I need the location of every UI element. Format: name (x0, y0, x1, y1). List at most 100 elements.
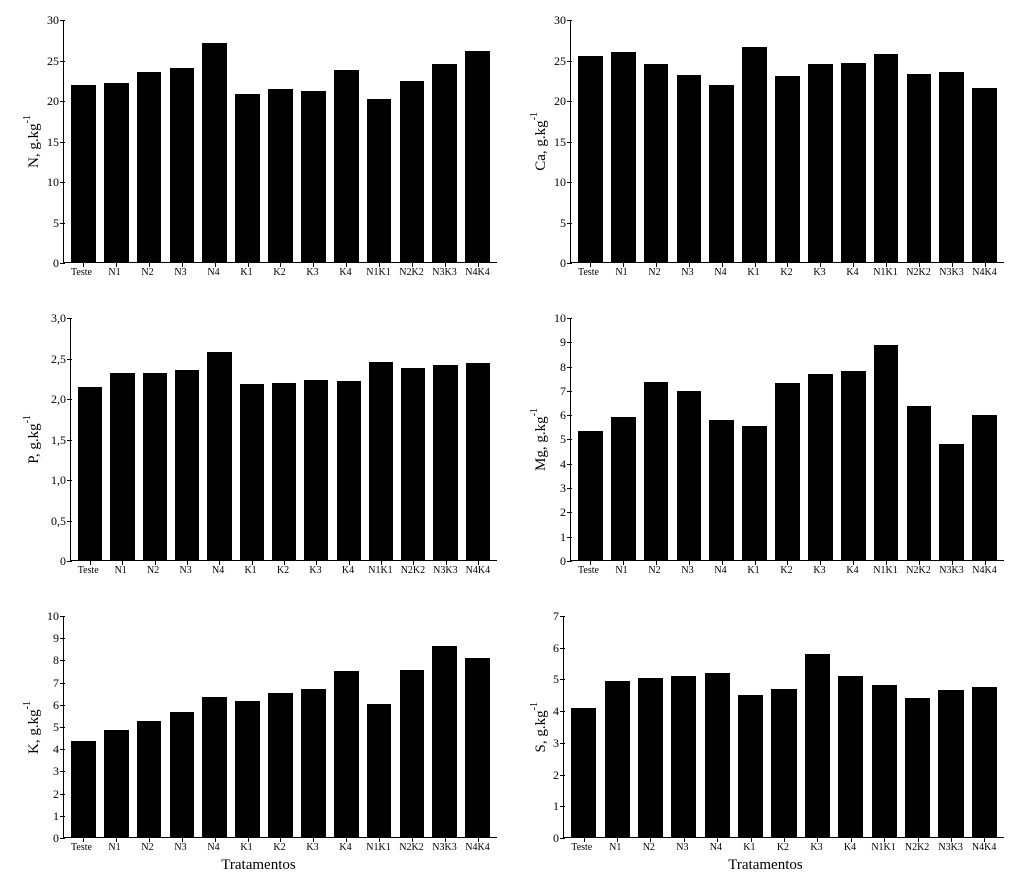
bar (268, 89, 293, 262)
x-tick: K3 (300, 565, 330, 576)
bar (337, 381, 361, 560)
x-tick: N1 (99, 267, 130, 278)
x-tick: N1 (99, 842, 130, 853)
charts-grid: N, g.kg-1302520151050TesteN1N2N3N4K1K2K3… (20, 20, 1004, 874)
x-tick: N2 (138, 565, 168, 576)
plot-area (70, 318, 497, 561)
bar (709, 85, 734, 262)
x-tick: N2 (639, 267, 670, 278)
bar-slot (802, 616, 833, 837)
bar-slot (568, 616, 599, 837)
bar-slot (366, 318, 396, 560)
bar (432, 64, 457, 262)
bar (465, 658, 490, 837)
bar-slot (601, 616, 632, 837)
bar-slot (902, 616, 933, 837)
bar (808, 64, 833, 262)
bar-slot (331, 616, 362, 837)
chart-n: N, g.kg-1302520151050TesteN1N2N3N4K1K2K3… (20, 20, 497, 278)
ylabel: S, g.kg-1 (527, 702, 550, 752)
bar (367, 704, 392, 837)
y-axis: 109876543210 (550, 318, 570, 561)
bar (400, 81, 425, 263)
bar-slot (298, 20, 329, 262)
x-tick: N1K1 (870, 565, 901, 576)
bar-slot (430, 318, 460, 560)
x-tick: K3 (297, 267, 328, 278)
bar-slot (575, 318, 606, 560)
bar (905, 698, 930, 837)
bar-slot (969, 616, 1000, 837)
bar (571, 708, 596, 837)
y-axis: 302520151050 (43, 20, 63, 263)
x-tick: Teste (66, 267, 97, 278)
bar-slot (134, 616, 165, 837)
x-tick: K4 (330, 842, 361, 853)
bar (771, 689, 796, 837)
x-tick: K3 (804, 565, 835, 576)
bar-slot (838, 20, 869, 262)
x-tick: N3K3 (429, 842, 460, 853)
x-tick: K4 (837, 267, 868, 278)
bar-slot (301, 318, 331, 560)
bar (104, 730, 129, 837)
x-tick: N4 (198, 842, 229, 853)
bar (972, 88, 997, 262)
bar (742, 47, 767, 262)
bar-slot (172, 318, 202, 560)
bar (677, 75, 702, 262)
x-tick: K4 (333, 565, 363, 576)
x-tick: K2 (771, 267, 802, 278)
bar (972, 687, 997, 837)
bar (907, 74, 932, 262)
bar-slot (735, 616, 766, 837)
bar (611, 417, 636, 560)
x-tick: N1 (105, 565, 135, 576)
bar-slot (739, 318, 770, 560)
bar-slot (768, 616, 799, 837)
chart-s: S, g.kg-176543210TesteN1N2N3N4K1K2K3K4N1… (527, 616, 1004, 874)
bar-slot (674, 318, 705, 560)
bar-slot (107, 318, 137, 560)
x-tick: Teste (566, 842, 598, 853)
x-tick: N3 (672, 267, 703, 278)
bar (235, 701, 260, 837)
bar (400, 670, 425, 837)
plot-area (63, 616, 497, 838)
bar-slot (429, 616, 460, 837)
x-tick: K4 (330, 267, 361, 278)
x-tick: N2K2 (396, 842, 427, 853)
bar-slot (68, 616, 99, 837)
bar (465, 51, 490, 262)
bar-slot (608, 318, 639, 560)
bar (78, 387, 102, 560)
x-tick: Teste (73, 565, 103, 576)
bar (907, 406, 932, 560)
bar (71, 741, 96, 837)
bar-slot (641, 20, 672, 262)
x-tick: K1 (231, 267, 262, 278)
bar (104, 83, 129, 262)
bar (301, 689, 326, 837)
bar-slot (75, 318, 105, 560)
bar (738, 695, 763, 837)
bar-slot (706, 20, 737, 262)
bar-slot (199, 20, 230, 262)
bar-slot (167, 616, 198, 837)
x-axis: TesteN1N2N3N4K1K2K3K4N1K1N2K2N3K3N4K4 (527, 838, 1004, 853)
bar (742, 426, 767, 560)
x-tick: K3 (801, 842, 833, 853)
x-tick: N1K1 (868, 842, 900, 853)
bar (939, 444, 964, 560)
x-tick: N2 (639, 565, 670, 576)
y-axis: 302520151050 (550, 20, 570, 263)
bar (466, 363, 490, 560)
bar-slot (265, 616, 296, 837)
bar (175, 370, 199, 560)
bar-slot (772, 318, 803, 560)
bar-slot (805, 20, 836, 262)
bar (808, 374, 833, 560)
bar-slot (903, 318, 934, 560)
x-tick: N3 (672, 565, 703, 576)
x-axis: TesteN1N2N3N4K1K2K3K4N1K1N2K2N3K3N4K4 (20, 561, 497, 576)
